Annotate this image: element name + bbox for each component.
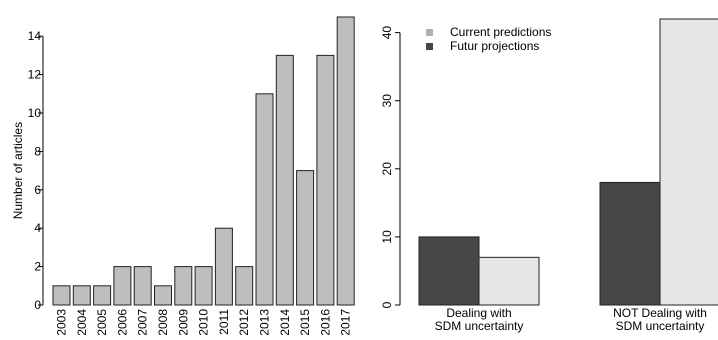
y-axis-label: Number of articles xyxy=(11,122,25,219)
bar-2012 xyxy=(235,266,254,306)
x-category-label: Dealing with xyxy=(446,306,511,320)
articles-chart: 0 2 4 6 8 10 12 14 Number of articles 2003 2004 200… xyxy=(11,16,355,336)
legend-label: Futur projections xyxy=(450,39,539,53)
bar-2015 xyxy=(296,170,315,306)
bar-2010 xyxy=(194,266,213,306)
x-tick-label: 2009 xyxy=(176,309,190,335)
y-tick-label: 30 xyxy=(380,94,394,108)
bar-dealing-futur xyxy=(418,236,480,306)
y-tick-label: 8 xyxy=(34,144,41,158)
bar-2011 xyxy=(214,227,233,306)
x-category-label: NOT Dealing with xyxy=(613,306,707,320)
bar-not-dealing-current xyxy=(659,18,718,306)
x-tick-label: 2006 xyxy=(115,309,129,335)
legend-label: Current predictions xyxy=(450,25,551,39)
x-tick-label: 2007 xyxy=(136,309,150,335)
bar-2007 xyxy=(133,266,152,306)
y-tick-label: 2 xyxy=(34,260,41,274)
x-tick-label: 2014 xyxy=(278,309,292,335)
y-tick-label: 10 xyxy=(380,230,394,244)
x-tick-label: 2011 xyxy=(217,309,231,335)
bar-2009 xyxy=(174,266,193,306)
y-tick-label: 20 xyxy=(380,162,394,176)
y-tick-label: 40 xyxy=(380,26,394,40)
bar-not-dealing-futur xyxy=(599,181,661,306)
y-tick-label: 0 xyxy=(380,301,394,308)
x-tick-label: 2017 xyxy=(339,309,353,335)
x-tick-label: 2010 xyxy=(197,309,211,335)
x-category-label: SDM uncertainty xyxy=(616,319,705,333)
x-tick-label: 2015 xyxy=(298,309,312,335)
x-tick-label: 2004 xyxy=(75,309,89,335)
bar-2003 xyxy=(52,285,71,306)
bar-2014 xyxy=(275,54,294,306)
x-tick-label: 2008 xyxy=(156,309,170,335)
x-tick-label: 2003 xyxy=(55,309,69,335)
y-tick-label: 12 xyxy=(28,68,42,82)
bar-2013 xyxy=(255,93,274,306)
bar-2005 xyxy=(93,285,112,306)
x-tick-label: 2012 xyxy=(237,309,251,335)
x-category-label: SDM uncertainty xyxy=(435,319,524,333)
bar-2017 xyxy=(336,16,355,306)
y-tick-label: 10 xyxy=(28,106,42,120)
bar-2016 xyxy=(316,54,335,306)
bar-2008 xyxy=(154,285,172,306)
y-tick-label: 14 xyxy=(28,29,42,43)
x-tick-label: 2005 xyxy=(95,309,109,335)
legend-swatch xyxy=(426,43,433,50)
y-tick-label: 0 xyxy=(34,298,41,312)
x-tick-label: 2013 xyxy=(258,309,272,335)
x-tick-label: 2016 xyxy=(318,309,332,335)
bar-dealing-current xyxy=(478,256,540,306)
legend-swatch xyxy=(426,29,433,36)
y-tick-label: 4 xyxy=(34,221,41,235)
bar-2006 xyxy=(113,266,132,306)
bar-2004 xyxy=(72,285,91,306)
y-tick-label: 6 xyxy=(34,183,41,197)
